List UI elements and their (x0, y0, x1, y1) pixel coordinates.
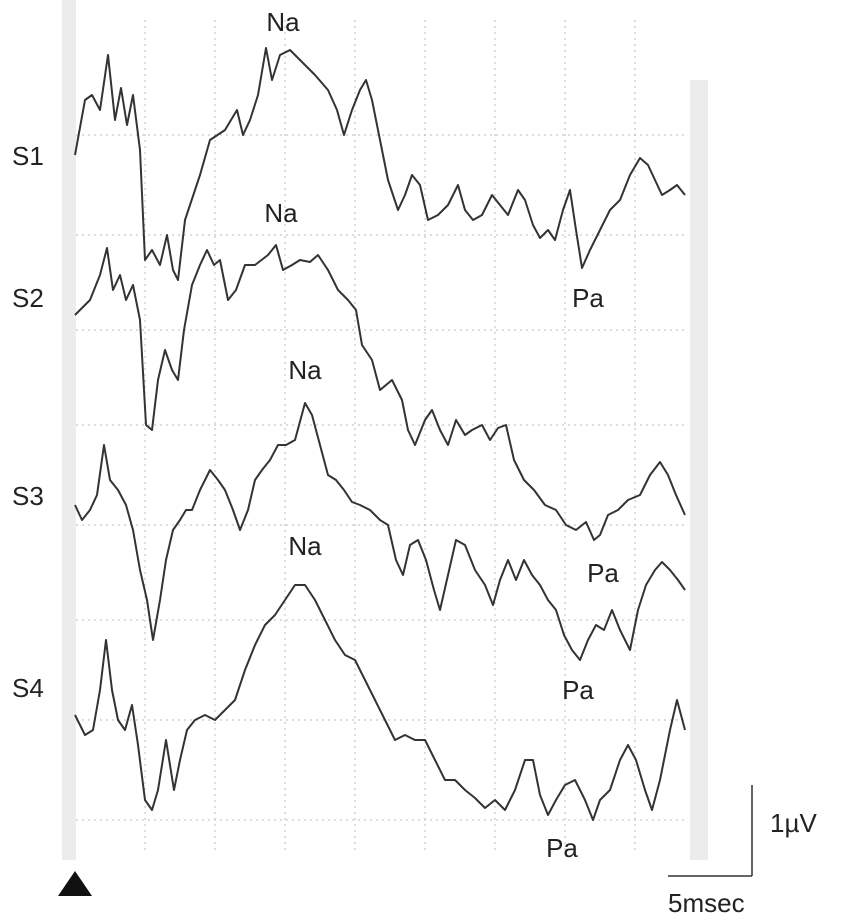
grid (76, 20, 685, 850)
peak-label: Na (266, 7, 300, 37)
trace-s2 (74, 244, 686, 541)
peak-label: Na (288, 531, 322, 561)
scale-bar (668, 785, 753, 877)
peak-label: Pa (562, 675, 594, 705)
trace-label: S3 (12, 481, 44, 511)
stimulus-marker (58, 871, 92, 896)
peak-label: Pa (572, 283, 604, 313)
peak-label: Na (264, 198, 298, 228)
trace-label: S2 (12, 283, 44, 313)
right-border (690, 80, 708, 860)
time-scale: 5msec (668, 888, 745, 918)
peak-label: Na (288, 355, 322, 385)
left-border (62, 0, 76, 860)
trace-s4 (74, 584, 686, 821)
peak-label: Pa (587, 558, 619, 588)
peak-label: Pa (546, 833, 578, 863)
trace-s1 (74, 47, 686, 281)
trace-label: S1 (12, 141, 44, 171)
voltage-scale: 1µV (770, 808, 817, 838)
trace-s3 (74, 402, 686, 661)
trace-label: S4 (12, 673, 44, 703)
